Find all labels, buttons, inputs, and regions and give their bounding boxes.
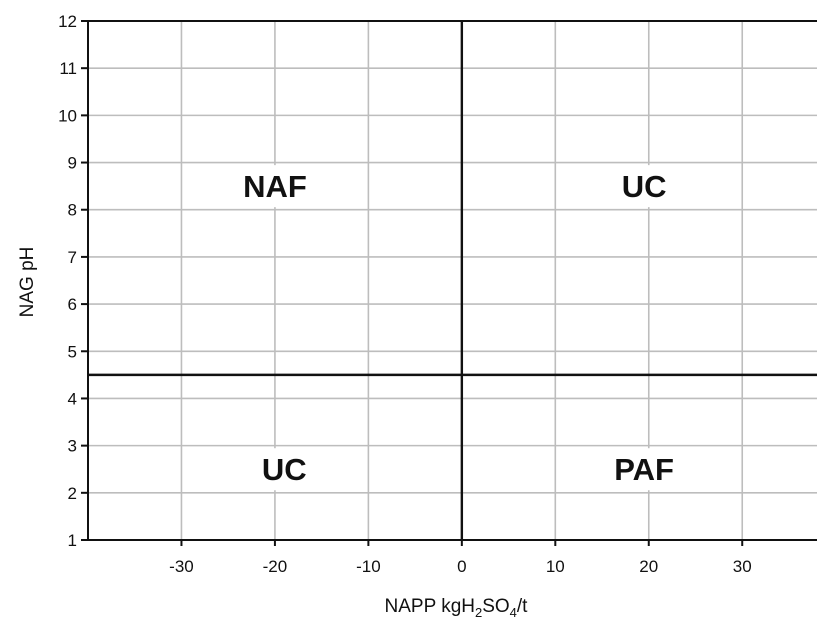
x-tick-label: 20 xyxy=(639,557,658,576)
x-axis-title-main: NAPP kgH xyxy=(385,596,475,617)
region-label-bg xyxy=(596,448,693,491)
y-tick-label: 10 xyxy=(58,106,77,125)
x-tick-label: -30 xyxy=(169,557,194,576)
x-tick-label: 30 xyxy=(733,557,752,576)
region-labels: NAF UC UC PAF xyxy=(226,165,693,491)
x-axis-title-tail: /t xyxy=(517,596,528,617)
y-tick-label: 5 xyxy=(68,342,77,361)
region-label-bg xyxy=(226,165,323,208)
y-tick-label: 11 xyxy=(59,59,77,78)
x-axis-title-sub2: 4 xyxy=(510,605,517,618)
grid xyxy=(88,20,817,540)
x-tick-label: -10 xyxy=(356,557,381,576)
axes xyxy=(81,20,817,546)
region-label: PAF xyxy=(614,452,674,487)
y-tick-label: 7 xyxy=(68,248,77,267)
x-tick-label: 0 xyxy=(457,557,466,576)
y-axis-title: NAG pH xyxy=(17,247,38,318)
x-tick-label: -20 xyxy=(263,557,288,576)
region-label-bg xyxy=(607,165,682,208)
threshold-lines xyxy=(88,21,817,540)
y-tick-label: 9 xyxy=(68,154,77,173)
x-axis-title: NAPP kgH2SO4/t xyxy=(385,596,529,618)
y-tick-label: 1 xyxy=(68,531,77,550)
y-tick-label: 12 xyxy=(58,12,77,31)
region-label-bg xyxy=(247,448,322,491)
y-tick-label: 4 xyxy=(68,389,77,408)
region-label: UC xyxy=(262,452,307,487)
region-label: NAF xyxy=(243,169,307,204)
region-label: UC xyxy=(622,169,667,204)
x-axis-title-mid: SO xyxy=(482,596,509,617)
y-tick-label: 2 xyxy=(68,484,77,503)
y-tick-label: 8 xyxy=(68,201,77,220)
x-axis-title-sub1: 2 xyxy=(475,605,482,618)
y-tick-label: 3 xyxy=(68,437,77,456)
y-tick-label: 6 xyxy=(68,295,77,314)
x-tick-label: 10 xyxy=(546,557,565,576)
